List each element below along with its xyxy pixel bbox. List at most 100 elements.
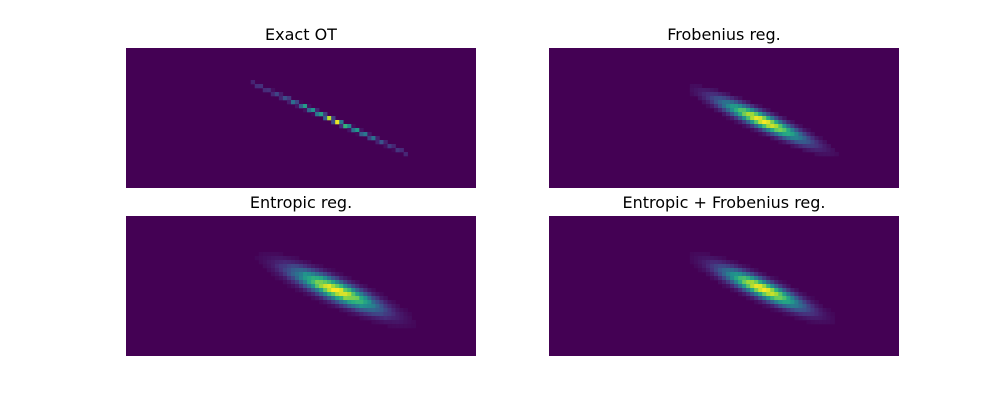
heatmap-cell (379, 296, 384, 301)
heatmap-cell (802, 140, 807, 145)
heatmap-cell (798, 316, 803, 321)
heatmap-cell (770, 276, 775, 281)
heatmap-cell (778, 280, 783, 285)
heatmap-cell (387, 324, 392, 329)
heatmap-cell (294, 256, 300, 261)
heatmap-cell (730, 284, 735, 289)
heatmap-cell (278, 264, 284, 269)
heatmap-cell (738, 108, 743, 113)
heatmap-cell (726, 108, 731, 113)
heatmap-cell (734, 276, 739, 281)
heatmap-cell (782, 140, 787, 145)
heatmap-cell (750, 276, 755, 281)
heatmap-cell (726, 268, 731, 273)
heatmap-cell (274, 256, 280, 261)
heatmap-cell (363, 284, 368, 289)
heatmap-cell (311, 280, 316, 285)
heatmap-cell (794, 308, 799, 313)
heatmap-cell (282, 264, 288, 269)
heatmap-cell (351, 280, 356, 285)
heatmap-cell (403, 308, 408, 313)
heatmap-cell (758, 104, 763, 109)
heatmap-cell (359, 288, 364, 293)
heatmap-cell (270, 272, 276, 277)
heatmap-cell (315, 112, 320, 117)
heatmap-cell (391, 316, 396, 321)
heatmap-cell (359, 128, 364, 133)
heatmap-cell (331, 280, 336, 285)
heatmap-cell (717, 96, 723, 101)
heatmap-cell (778, 132, 783, 137)
heatmap-cell (738, 264, 743, 269)
heatmap-cell (806, 144, 811, 149)
heatmap-cell (758, 120, 763, 125)
heatmap-cell (818, 312, 823, 317)
heatmap-cell (798, 144, 803, 149)
heatmap-cell (395, 324, 400, 329)
heatmap-cell (307, 264, 312, 269)
heatmap-cell (315, 272, 320, 277)
heatmap-cell (311, 292, 316, 297)
heatmap-cell (282, 268, 288, 273)
heatmap-cell (726, 276, 731, 281)
heatmap-cell (323, 300, 328, 305)
heatmap-cell (774, 276, 779, 281)
heatmap-cell (822, 320, 827, 325)
heatmap-cell (343, 280, 348, 285)
heatmap-cell (371, 300, 376, 305)
heatmap-cell (814, 144, 819, 149)
heatmap-cell (311, 288, 316, 293)
heatmap-cell (294, 288, 300, 293)
heatmap-cell (726, 96, 731, 101)
heatmap-cell (327, 288, 332, 293)
heatmap-cell (303, 292, 308, 297)
heatmap-frobenius (549, 48, 899, 188)
heatmap-cell (762, 276, 767, 281)
heatmap-cell (750, 112, 755, 117)
heatmap-cell (286, 280, 292, 285)
heatmap-cell (778, 124, 783, 129)
heatmap-cell (355, 288, 360, 293)
heatmap-cell (782, 308, 787, 313)
heatmap-cell (717, 276, 723, 281)
heatmap-cell (323, 276, 328, 281)
heatmap-cell (754, 284, 759, 289)
heatmap-cell (754, 112, 759, 117)
heatmap-cell (802, 312, 807, 317)
heatmap-cell (270, 256, 276, 261)
heatmap-cell (786, 140, 791, 145)
heatmap-cell (709, 264, 715, 269)
heatmap-cell (278, 272, 284, 277)
heatmap-cell (693, 260, 699, 265)
heatmap-cell (782, 288, 787, 293)
heatmap-cell (770, 136, 775, 141)
heatmap-cell (387, 144, 392, 149)
heatmap-cell (782, 128, 787, 133)
heatmap-cell (339, 292, 344, 297)
heatmap-cell (286, 264, 292, 269)
heatmap-cell (355, 304, 360, 309)
heatmap-cell (774, 308, 779, 313)
heatmap-cell (770, 128, 775, 133)
heatmap-cell (319, 288, 324, 293)
heatmap-cell (689, 92, 695, 97)
heatmap-cell (814, 304, 819, 309)
heatmap-cell (339, 296, 344, 301)
heatmap-cell (794, 124, 799, 129)
heatmap-cell (782, 132, 787, 137)
heatmap-cell (359, 132, 364, 137)
heatmap-cell (814, 152, 819, 157)
heatmap-cell (258, 84, 264, 89)
heatmap-cell (713, 100, 719, 105)
heatmap-cell (782, 136, 787, 141)
heatmap-cell (315, 292, 320, 297)
heatmap-cell (319, 264, 324, 269)
heatmap-cell (746, 268, 751, 273)
heatmap-cell (319, 268, 324, 273)
heatmap-cell (742, 284, 747, 289)
heatmap-cell (810, 316, 815, 321)
heatmap-cell (766, 120, 771, 125)
heatmap-cell (738, 288, 743, 293)
heatmap-cell (726, 264, 731, 269)
heatmap-cell (721, 256, 727, 261)
